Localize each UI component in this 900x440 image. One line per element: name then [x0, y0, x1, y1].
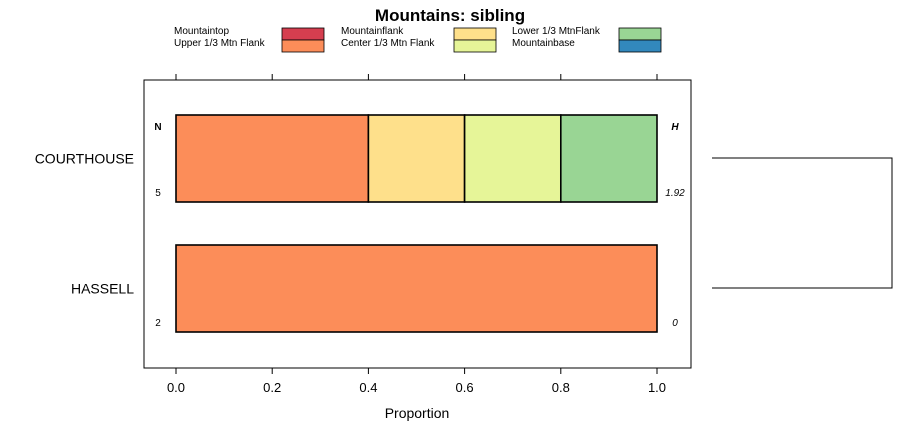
- legend-label-mountaintop: Mountaintop: [174, 26, 229, 37]
- x-tick-label: 0.4: [359, 380, 377, 395]
- chart-title: Mountains: sibling: [375, 6, 525, 25]
- x-tick-label: 0.0: [167, 380, 185, 395]
- row-annotations: N H COURTHOUSE 5 1.92 HASSELL 2 0: [35, 122, 685, 329]
- x-tick-label: 0.8: [552, 380, 570, 395]
- legend-swatch-mountaintop: [281, 27, 325, 41]
- legend-swatch-lower-1-3-mtnflank: [618, 27, 662, 41]
- legend-label-center-1-3-mtn-flank: Center 1/3 Mtn Flank: [341, 38, 435, 49]
- bar-courthouse-upper-1-3-mtn-flank: [175, 114, 370, 203]
- x-axis: 0.0 0.2 0.4 0.6 0.8 1.0: [167, 74, 666, 395]
- legend-label-mountainbase: Mountainbase: [512, 38, 575, 49]
- legend-swatch-center-1-3-mtn-flank: [453, 39, 497, 53]
- dendrogram: [712, 157, 893, 289]
- x-tick-label: 1.0: [648, 380, 666, 395]
- legend-swatch-upper-1-3-mtn-flank: [281, 39, 325, 53]
- bar-courthouse-center-1-3-mtn-flank: [463, 114, 562, 203]
- legend-swatch-mountainflank: [453, 27, 497, 41]
- plot-frame: [143, 79, 692, 369]
- x-axis-label: Proportion: [385, 405, 450, 421]
- n-value-courthouse: 5: [155, 188, 161, 199]
- n-header: N: [154, 122, 161, 133]
- h-value-hassell: 0: [672, 318, 678, 329]
- bars: [175, 114, 658, 333]
- h-value-courthouse: 1.92: [665, 188, 685, 199]
- bar-courthouse-lower-1-3-mtnflank: [559, 114, 658, 203]
- bar-courthouse-mountainflank: [367, 114, 466, 203]
- legend-label-upper-1-3-mtn-flank: Upper 1/3 Mtn Flank: [174, 38, 266, 49]
- category-label-hassell: HASSELL: [71, 281, 134, 297]
- category-label-courthouse: COURTHOUSE: [35, 151, 134, 167]
- legend-swatch-mountainbase: [618, 39, 662, 53]
- n-value-hassell: 2: [155, 318, 161, 329]
- legend-label-mountainflank: Mountainflank: [341, 26, 404, 37]
- x-tick-label: 0.6: [456, 380, 474, 395]
- h-header: H: [671, 122, 679, 133]
- bar-hassell-upper-1-3-mtn-flank: [175, 244, 658, 333]
- legend-label-lower-1-3-mtnflank: Lower 1/3 MtnFlank: [512, 26, 601, 37]
- x-tick-label: 0.2: [263, 380, 281, 395]
